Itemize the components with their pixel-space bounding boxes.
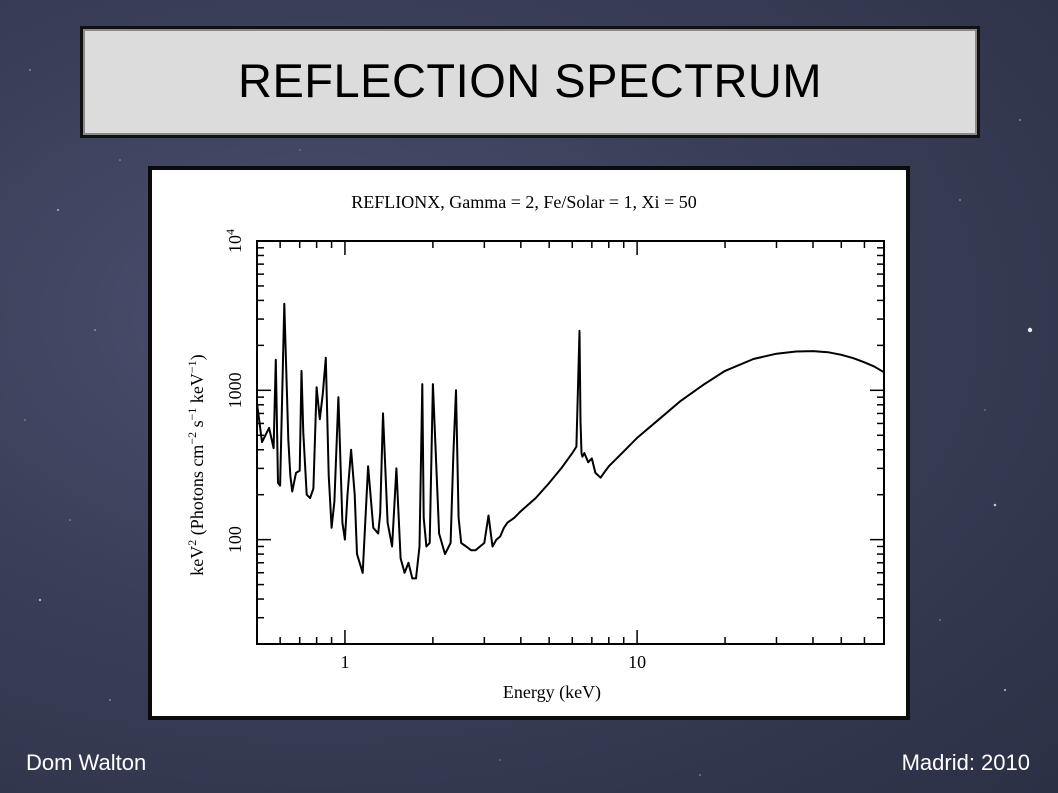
chart-title: REFLIONX, Gamma = 2, Fe/Solar = 1, Xi = …: [351, 192, 696, 212]
spectrum-line: [256, 302, 885, 580]
x-axis-label: Energy (keV): [503, 682, 601, 703]
y-tick-label: 104: [223, 229, 245, 253]
slide-title-box: REFLECTION SPECTRUM: [80, 26, 980, 138]
reflection-spectrum-chart: REFLIONX, Gamma = 2, Fe/Solar = 1, Xi = …: [185, 192, 885, 703]
plot-frame: [256, 240, 885, 645]
y-tick-label: 100: [225, 526, 245, 553]
author-label: Dom Walton: [26, 750, 147, 775]
y-tick-label: 1000: [225, 372, 245, 408]
y-axis-label: keV2 (Photons cm−2 s−1 keV−1): [185, 354, 208, 575]
chart-panel: REFLIONX, Gamma = 2, Fe/Solar = 1, Xi = …: [148, 166, 910, 720]
venue-date-label: Madrid: 2010: [901, 750, 1030, 775]
x-tick-label: 10: [628, 652, 646, 672]
slide-title: REFLECTION SPECTRUM: [238, 53, 822, 107]
x-tick-label: 1: [340, 652, 349, 672]
axis-tick-labels: 1 10 100 1000 104: [223, 229, 646, 672]
axis-ticks: [256, 240, 885, 645]
